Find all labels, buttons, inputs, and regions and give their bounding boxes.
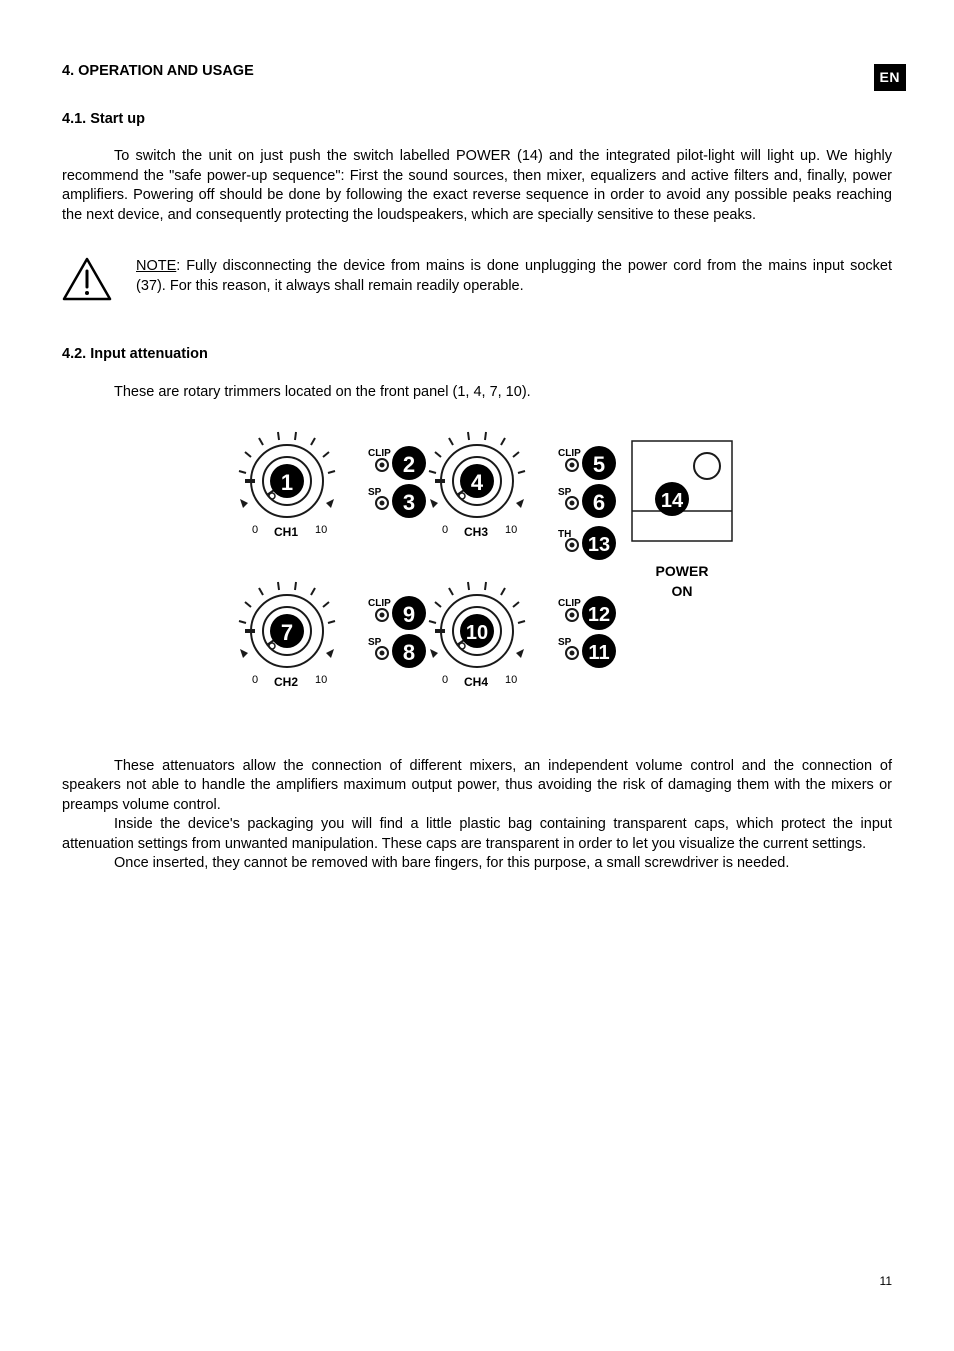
- svg-text:SP: SP: [558, 637, 572, 648]
- callout-1: 1: [281, 470, 293, 495]
- language-badge: EN: [874, 64, 906, 91]
- svg-text:10: 10: [315, 674, 327, 686]
- callout-2: 2: [403, 452, 415, 477]
- startup-paragraph: To switch the unit on just push the swit…: [62, 147, 892, 225]
- input-atten-para3: Once inserted, they cannot be removed wi…: [62, 854, 892, 874]
- power-label-1: POWER: [656, 563, 709, 579]
- front-panel-diagram: 0 10 CH1 1 CLIP SP 2 3 0 10 CH3 4 CLIP S…: [212, 421, 742, 731]
- svg-text:CLIP: CLIP: [558, 598, 581, 609]
- callout-6: 6: [593, 490, 605, 515]
- subsection-4-2-heading: 4.2. Input attenuation: [62, 345, 892, 365]
- callout-11: 11: [588, 642, 609, 664]
- svg-text:10: 10: [505, 524, 517, 536]
- scale-min: 0: [252, 524, 258, 536]
- input-atten-para2: Inside the device's packaging you will f…: [62, 815, 892, 854]
- page-number: 11: [880, 1273, 892, 1289]
- note-block: NOTE: Fully disconnecting the device fro…: [62, 257, 892, 301]
- subsection-4-1-heading: 4.1. Start up: [62, 110, 892, 130]
- power-label-2: ON: [672, 583, 693, 599]
- callout-7: 7: [281, 620, 293, 645]
- input-atten-intro: These are rotary trimmers located on the…: [62, 383, 892, 403]
- scale-max: 10: [315, 524, 327, 536]
- svg-text:10: 10: [505, 674, 517, 686]
- section-heading: 4. OPERATION AND USAGE: [62, 62, 892, 82]
- svg-text:SP: SP: [558, 487, 572, 498]
- svg-text:0: 0: [252, 674, 258, 686]
- ch3-label: CH3: [464, 525, 488, 539]
- ch4-label: CH4: [464, 675, 488, 689]
- ch1-label: CH1: [274, 525, 298, 539]
- ch2-label: CH2: [274, 675, 298, 689]
- svg-text:0: 0: [442, 674, 448, 686]
- callout-8: 8: [403, 640, 415, 665]
- note-label: NOTE: [136, 258, 176, 274]
- th-label: TH: [558, 529, 571, 540]
- callout-3: 3: [403, 490, 415, 515]
- note-text: NOTE: Fully disconnecting the device fro…: [136, 257, 892, 296]
- callout-9: 9: [403, 602, 415, 627]
- svg-text:SP: SP: [368, 637, 382, 648]
- svg-text:0: 0: [442, 524, 448, 536]
- input-atten-para1: These attenuators allow the connection o…: [62, 757, 892, 816]
- svg-text:CLIP: CLIP: [368, 598, 391, 609]
- sp-label: SP: [368, 487, 382, 498]
- callout-10: 10: [466, 622, 488, 644]
- callout-4: 4: [471, 470, 484, 495]
- clip-label: CLIP: [368, 448, 391, 459]
- svg-text:CLIP: CLIP: [558, 448, 581, 459]
- callout-12: 12: [588, 604, 610, 626]
- warning-icon: [62, 257, 112, 301]
- callout-5: 5: [593, 452, 605, 477]
- callout-14: 14: [661, 490, 684, 512]
- callout-13: 13: [588, 534, 610, 556]
- note-body: : Fully disconnecting the device from ma…: [136, 258, 892, 294]
